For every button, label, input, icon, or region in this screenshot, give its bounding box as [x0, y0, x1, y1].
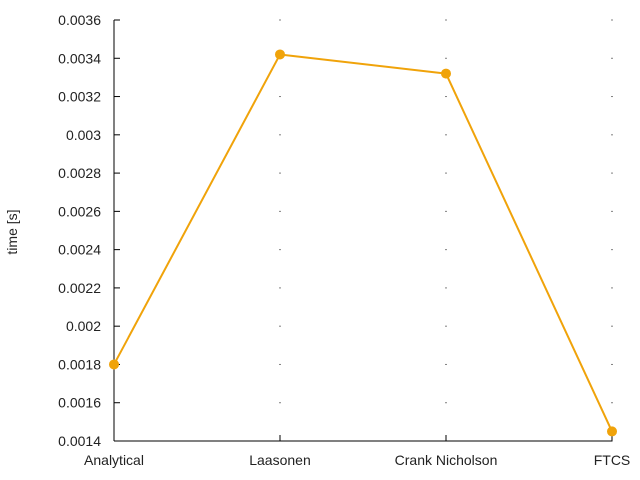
grid-dot: [445, 57, 447, 59]
y-tick-label: 0.0022: [58, 280, 101, 296]
x-tick-label: Crank Nicholson: [395, 452, 498, 468]
grid-dot: [445, 402, 447, 404]
grid-dot: [611, 172, 613, 174]
grid-dot: [279, 96, 281, 98]
y-axis-ticks: 0.0014 0.0016 0.0018 0.002 0.0022 0.0024 0.002…: [58, 12, 120, 449]
grid-markers: [279, 19, 613, 442]
y-tick-label: 0.0032: [58, 89, 101, 105]
y-tick-label: 0.0028: [58, 165, 101, 181]
grid-dot: [611, 363, 613, 365]
grid-dot: [611, 249, 613, 251]
grid-dot: [279, 19, 281, 21]
grid-dot: [279, 249, 281, 251]
grid-dot: [611, 134, 613, 136]
grid-dot: [445, 325, 447, 327]
y-tick-label: 0.003: [66, 127, 101, 143]
grid-dot: [445, 249, 447, 251]
series-line: [113, 53, 613, 432]
y-tick-label: 0.0026: [58, 203, 101, 219]
grid-dot: [445, 172, 447, 174]
grid-dot: [611, 19, 613, 21]
grid-dot: [445, 210, 447, 212]
y-tick-label: 0.0024: [58, 242, 101, 258]
grid-dot: [445, 134, 447, 136]
grid-dot: [279, 363, 281, 365]
grid-dot: [279, 134, 281, 136]
grid-dot: [611, 287, 613, 289]
grid-dot: [611, 325, 613, 327]
grid-dot: [445, 287, 447, 289]
grid-dot: [279, 287, 281, 289]
grid-dot: [445, 19, 447, 21]
grid-dot: [611, 210, 613, 212]
grid-dot: [445, 363, 447, 365]
grid-dot: [611, 402, 613, 404]
data-point: [607, 426, 617, 437]
grid-dot: [279, 172, 281, 174]
data-point: [275, 49, 285, 60]
y-tick-label: 0.0036: [58, 12, 101, 28]
grid-dot: [279, 210, 281, 212]
grid-dot: [279, 325, 281, 327]
grid-dot: [279, 402, 281, 404]
y-tick-label: 0.0016: [58, 395, 101, 411]
grid-dot: [611, 96, 613, 98]
y-tick-label: 0.0034: [58, 50, 101, 66]
x-tick-label: Laasonen: [249, 452, 311, 468]
data-point: [109, 359, 119, 370]
y-tick-label: 0.002: [66, 318, 101, 334]
grid-dot: [445, 96, 447, 98]
grid-dot: [611, 57, 613, 59]
x-axis-ticks: Analytical Laasonen Crank Nicholson FTCS: [84, 435, 630, 468]
y-tick-label: 0.0018: [58, 356, 101, 372]
x-tick-label: Analytical: [84, 452, 144, 468]
x-tick-label: FTCS: [594, 452, 631, 468]
data-point: [441, 68, 451, 79]
series-0: [109, 49, 617, 437]
y-axis-title: time [s]: [4, 209, 20, 254]
y-tick-label: 0.0014: [58, 433, 101, 449]
